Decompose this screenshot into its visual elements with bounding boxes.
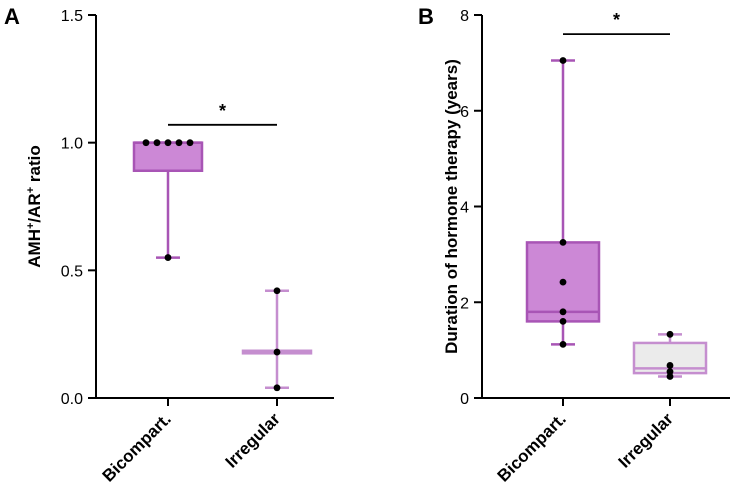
box-iqr <box>132 141 204 173</box>
y-axis-title: Duration of hormone therapy (years) <box>442 59 461 354</box>
data-point <box>666 330 674 338</box>
y-axis-title: AMH+/AR+ ratio <box>25 145 44 267</box>
y-tick-label: 0.5 <box>61 263 83 280</box>
panel-label: A <box>4 4 20 29</box>
data-point <box>666 373 674 380</box>
data-point <box>273 348 281 356</box>
y-axis-title-part: + <box>25 223 37 229</box>
data-point <box>559 308 567 316</box>
x-tick-label: Irregular <box>222 409 284 471</box>
data-point <box>666 368 674 376</box>
y-tick-label: 8 <box>460 8 469 25</box>
y-axis-title-part: /AR <box>25 193 44 222</box>
significance-label: * <box>219 101 226 121</box>
box-irregular <box>632 330 708 380</box>
data-point <box>153 139 161 147</box>
data-point <box>142 139 150 147</box>
box-bicompart <box>525 57 601 348</box>
box-irregular <box>241 287 313 392</box>
box-bicompart <box>132 139 204 261</box>
data-point <box>559 340 567 348</box>
data-point <box>175 139 183 147</box>
significance-label: * <box>613 10 620 30</box>
data-point <box>559 239 567 246</box>
y-tick-label: 6 <box>460 104 469 121</box>
y-axis-title-part: ratio <box>25 145 44 187</box>
y-tick-label: 1.0 <box>61 136 83 153</box>
data-point <box>559 278 567 286</box>
panel-b: B 0 2 4 6 8 Bicompart. Irregular Duration of hor… <box>418 4 730 486</box>
panel-label: B <box>418 4 434 29</box>
data-point <box>559 318 567 325</box>
data-point <box>559 57 567 64</box>
data-point <box>164 254 172 261</box>
x-tick-label: Bicompart. <box>494 409 570 485</box>
y-axis-title-part: AMH <box>25 229 44 268</box>
y-tick-label: 1.5 <box>61 8 83 25</box>
x-tick-label: Irregular <box>615 409 677 471</box>
data-point <box>666 362 674 369</box>
data-point <box>273 384 281 392</box>
y-tick-label: 0.0 <box>61 391 83 408</box>
data-point <box>186 139 194 147</box>
y-tick-label: 4 <box>460 200 469 217</box>
data-point <box>273 287 281 295</box>
y-tick-label: 2 <box>460 295 469 312</box>
y-axis-title-part: + <box>25 187 37 193</box>
y-tick-label: 0 <box>460 391 469 408</box>
x-tick-label: Bicompart. <box>99 409 175 485</box>
data-point <box>164 139 172 147</box>
